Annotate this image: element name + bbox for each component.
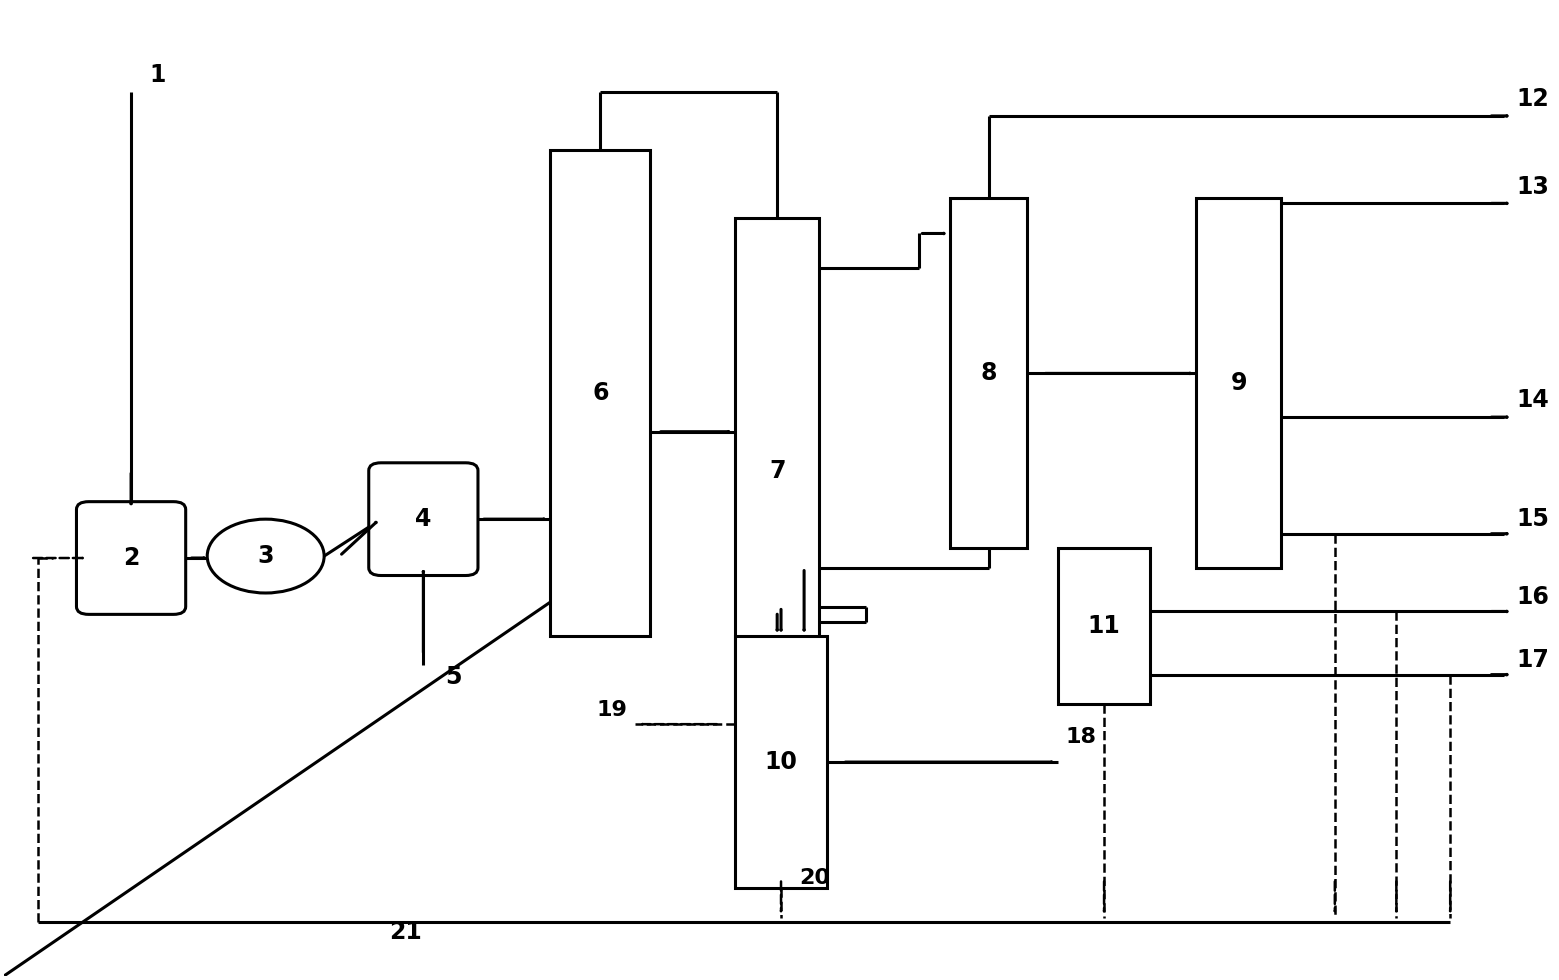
Text: 14: 14 [1517,388,1550,413]
Bar [550,150,650,636]
Bar [1196,199,1281,567]
Bar [734,636,828,889]
Text: 21: 21 [388,920,421,944]
Text: 20: 20 [800,867,831,888]
Text: 1: 1 [150,63,165,87]
Text: 6: 6 [592,381,608,405]
Bar [734,218,820,723]
Text: 10: 10 [764,750,798,774]
Text: 13: 13 [1517,174,1550,199]
Text: 19: 19 [597,701,627,720]
Text: 2: 2 [123,546,139,570]
Text: 18: 18 [1066,726,1096,747]
Text: 5: 5 [444,665,461,689]
Text: 11: 11 [1088,614,1121,638]
Bar [951,199,1027,548]
Text: 7: 7 [769,459,786,482]
FancyBboxPatch shape [369,463,479,575]
Text: 3: 3 [257,544,274,568]
Text: 8: 8 [981,362,996,385]
Text: 17: 17 [1517,648,1550,672]
Bar [1059,548,1151,704]
Text: 9: 9 [1230,371,1247,395]
Text: 15: 15 [1517,507,1550,531]
Text: 12: 12 [1517,87,1550,111]
FancyBboxPatch shape [76,502,186,614]
Text: 4: 4 [415,508,432,531]
Text: 16: 16 [1517,585,1550,609]
Circle shape [207,519,324,593]
